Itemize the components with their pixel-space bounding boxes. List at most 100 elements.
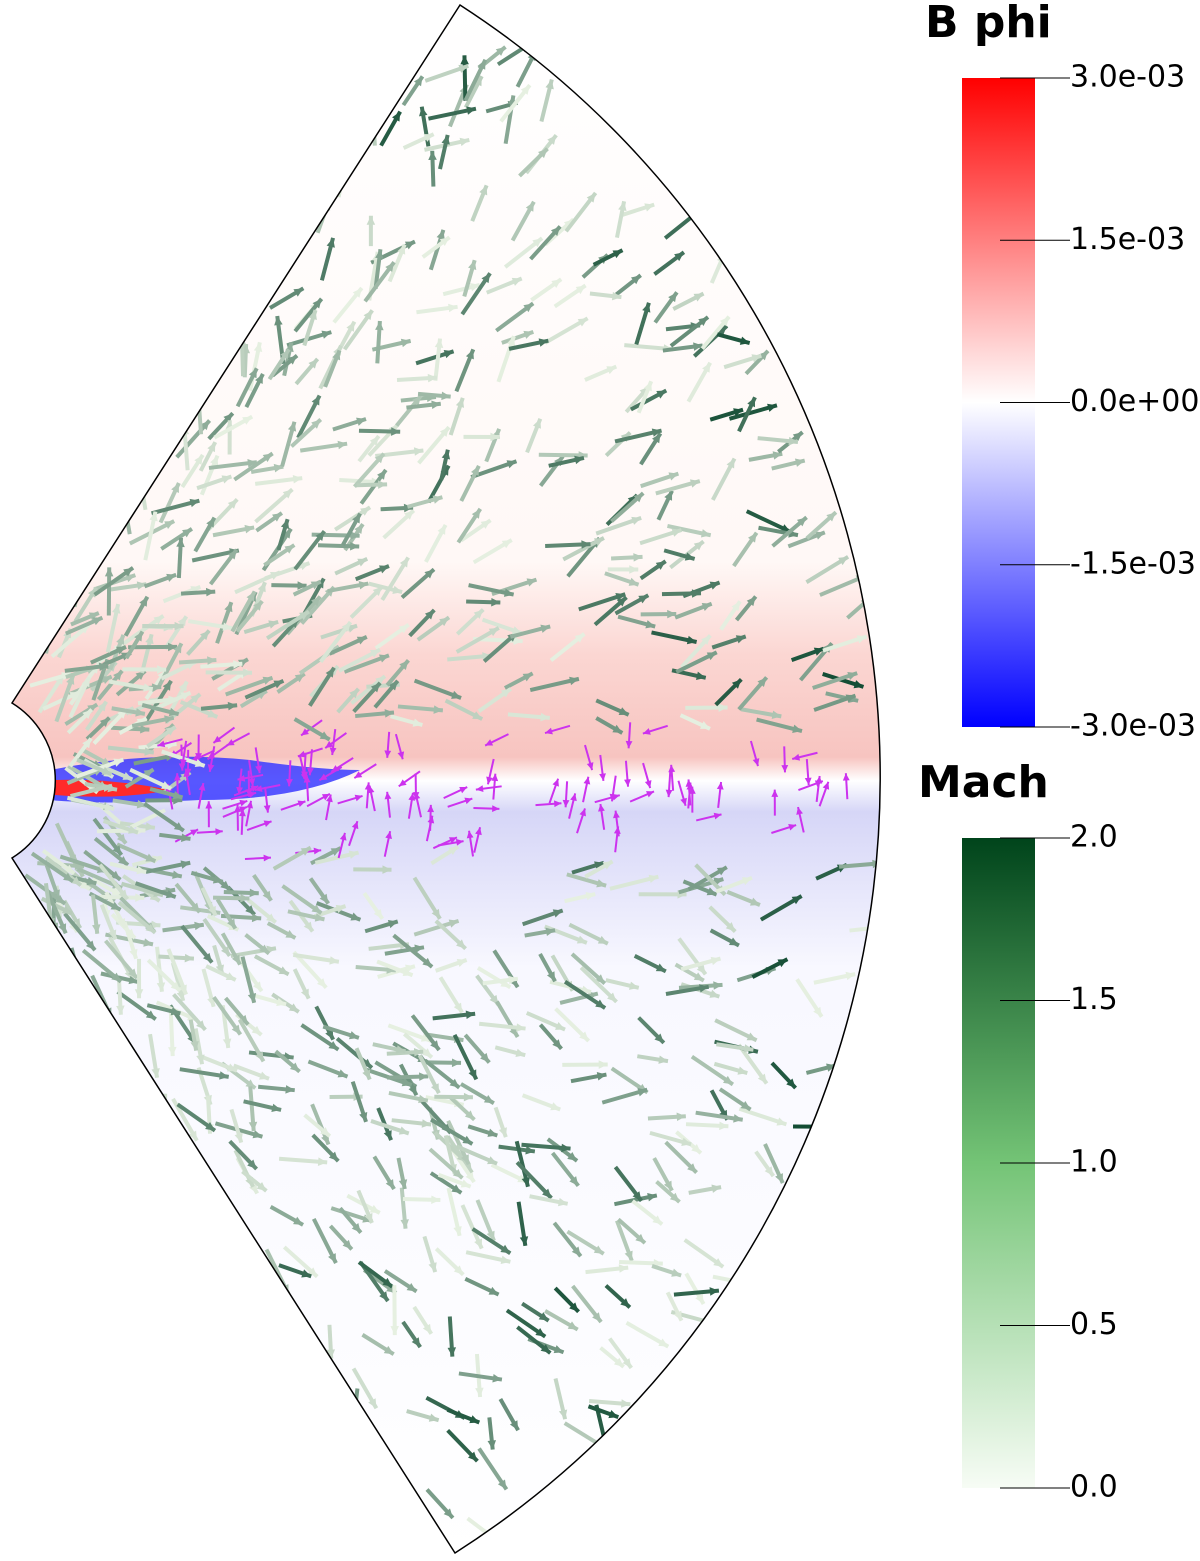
arrow-head xyxy=(469,282,480,292)
arrow-head xyxy=(395,1045,406,1054)
arrow-head xyxy=(733,1114,743,1123)
arrow-head xyxy=(856,635,867,644)
arrow-head xyxy=(299,562,310,571)
arrow-head xyxy=(297,750,306,758)
arrow-head xyxy=(352,513,361,524)
arrow-head xyxy=(658,1338,669,1347)
arrow-head xyxy=(86,876,97,886)
arrow-head xyxy=(625,740,633,749)
arrow-head xyxy=(404,241,415,250)
arrow-head xyxy=(194,454,203,465)
arrow-head xyxy=(297,581,307,590)
arrow-head xyxy=(674,252,684,262)
arrow-head xyxy=(845,971,856,981)
arrow-head xyxy=(469,1415,480,1424)
arrow-head xyxy=(249,1183,258,1194)
arrow-head xyxy=(369,436,379,446)
arrow-head xyxy=(443,1508,453,1518)
arrow-head xyxy=(427,804,435,813)
arrow-head xyxy=(583,776,591,785)
arrow-head xyxy=(607,992,617,1002)
arrow-head xyxy=(708,1318,719,1327)
arrow-head xyxy=(419,1072,429,1081)
arrow-head xyxy=(375,249,384,259)
arrow-head xyxy=(116,646,127,655)
arrow-head xyxy=(339,832,347,841)
arrow-head xyxy=(644,780,652,789)
arrow-head xyxy=(213,735,222,743)
arrow-head xyxy=(375,676,385,686)
arrow-head xyxy=(81,677,90,688)
arrow-head xyxy=(413,447,424,456)
arrow-head xyxy=(579,1031,589,1041)
arrow-head xyxy=(315,531,325,541)
arrow-head xyxy=(465,349,474,360)
arrow-head xyxy=(460,55,469,65)
arrow-head xyxy=(205,1121,215,1131)
arrow-head xyxy=(366,215,376,225)
arrow-head xyxy=(612,724,623,734)
arrow-head xyxy=(424,569,435,579)
arrow-head xyxy=(79,880,90,890)
arrow-head xyxy=(242,416,253,425)
arrow-head xyxy=(157,665,167,674)
arrow-head xyxy=(637,1088,648,1097)
arrow-head xyxy=(135,670,146,681)
arrow-head xyxy=(594,861,604,870)
arrow-head xyxy=(342,1239,352,1250)
arrow-head xyxy=(749,1279,759,1289)
arrow-head xyxy=(671,1268,682,1277)
arrow-head xyxy=(162,680,172,691)
arrow-head xyxy=(725,922,736,932)
arrow-head xyxy=(552,778,559,787)
arrow-head xyxy=(198,783,206,791)
arrow-head xyxy=(622,1358,632,1368)
arrow-head xyxy=(404,510,414,520)
arrow-head xyxy=(633,493,644,503)
arrow-head xyxy=(602,861,613,870)
arrow-head xyxy=(669,1192,680,1202)
arrow-head xyxy=(468,260,477,271)
arrow-head xyxy=(550,226,561,237)
arrow-head xyxy=(263,805,271,813)
arrow-head xyxy=(350,912,361,921)
arrow-head xyxy=(289,1062,300,1072)
arrow-head xyxy=(139,596,148,607)
arrow-head xyxy=(378,654,389,663)
arrow-head xyxy=(574,455,584,465)
arrow-head xyxy=(422,1323,432,1334)
arrow-head xyxy=(428,1413,439,1422)
colorbar-title: Mach xyxy=(918,757,1049,808)
arrow-head xyxy=(356,417,366,426)
arrow-head xyxy=(525,201,534,212)
arrow-head xyxy=(847,671,858,681)
arrow-shaft xyxy=(52,922,58,963)
arrow-head xyxy=(73,971,83,982)
arrow-head xyxy=(87,704,98,713)
arrow-head xyxy=(487,1156,498,1165)
arrow-head xyxy=(370,682,381,693)
arrow-head xyxy=(238,806,247,813)
arrow-head xyxy=(777,959,788,968)
arrow-head xyxy=(247,459,257,468)
arrow-head xyxy=(122,772,133,780)
arrow-head xyxy=(719,316,730,327)
arrow-head xyxy=(194,758,205,768)
arrow-head xyxy=(459,787,468,794)
arrow-head xyxy=(775,1173,783,1184)
arrow-head xyxy=(651,428,662,437)
arrow-head xyxy=(411,1337,421,1348)
arrow-head xyxy=(629,981,639,990)
arrow-head xyxy=(421,1119,432,1128)
arrow-head xyxy=(178,681,187,692)
arrow-head xyxy=(788,823,797,831)
arrow-head xyxy=(567,1152,578,1161)
arrow-head xyxy=(385,262,395,273)
arrow-head xyxy=(613,1357,624,1367)
arrow-head xyxy=(116,833,126,844)
arrow-head xyxy=(606,366,617,375)
arrow-head xyxy=(693,541,704,551)
arrow-head xyxy=(448,837,457,844)
arrow-head xyxy=(796,807,803,815)
arrow-head xyxy=(500,1244,511,1254)
